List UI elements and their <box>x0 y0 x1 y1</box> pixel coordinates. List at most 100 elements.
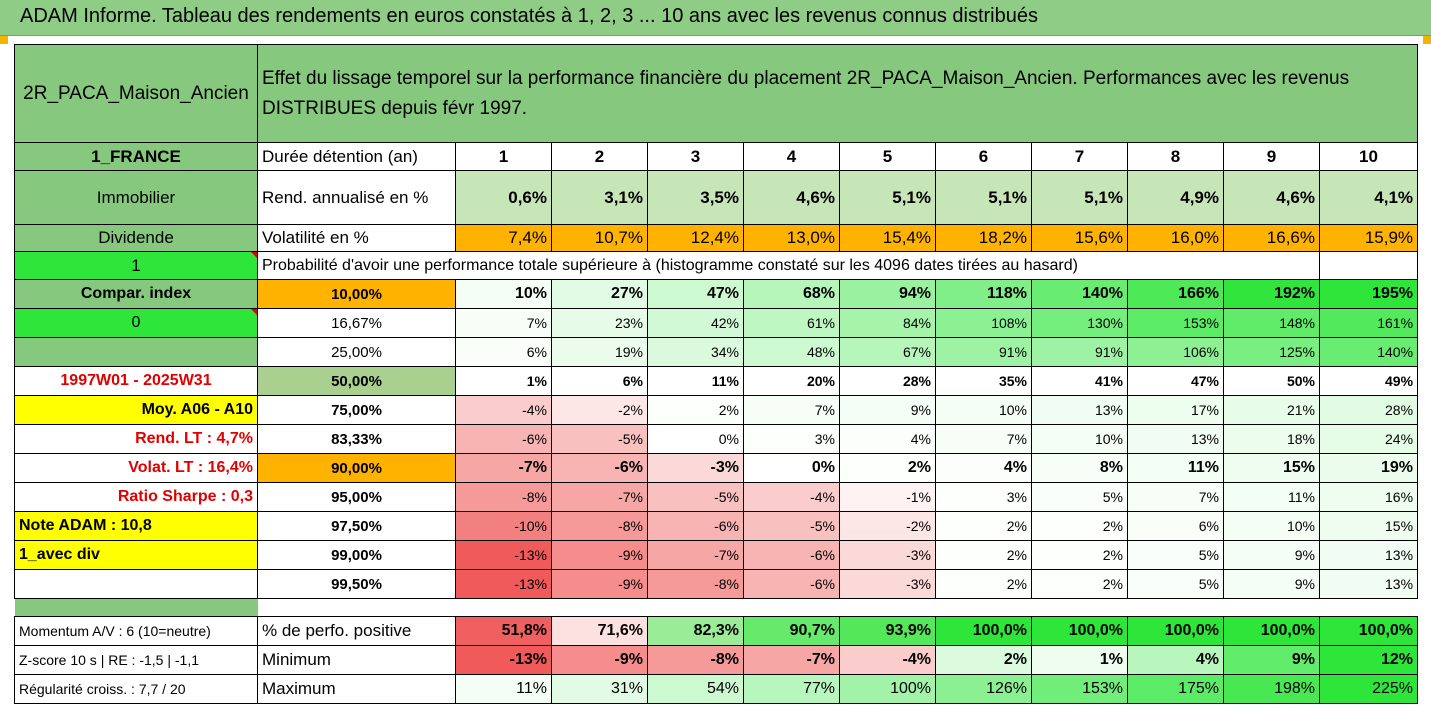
index-flag-one[interactable]: 1 <box>14 251 258 280</box>
quantile-cell: 2% <box>1031 569 1128 599</box>
quantile-cell: 130% <box>1031 308 1128 338</box>
quantile-cell: 19% <box>551 337 648 367</box>
year-header-4: 4 <box>743 142 840 171</box>
note-adam-label: Note ADAM : 10,8 <box>14 511 258 541</box>
years-label: Durée détention (an) <box>257 142 456 171</box>
quantile-cell: 7% <box>935 424 1032 454</box>
vol-value-3: 12,4% <box>647 224 744 252</box>
quantile-cell: 4% <box>935 453 1032 483</box>
stat-cell: 71,6% <box>551 616 648 646</box>
quantile-label-4: 75,00% <box>257 395 456 425</box>
quantile-cell: 3% <box>743 424 840 454</box>
quantile-cell: -6% <box>551 453 648 483</box>
quantile-cell: 6% <box>455 337 552 367</box>
rend-value-6: 5,1% <box>935 170 1032 225</box>
quantile-cell: 7% <box>743 395 840 425</box>
quantile-cell: -5% <box>647 482 744 512</box>
quantile-cell: 28% <box>839 366 936 396</box>
quantile-cell: 49% <box>1318 366 1419 396</box>
quantile-cell: 3% <box>935 482 1032 512</box>
index-flag-zero[interactable]: 0 <box>14 308 258 338</box>
quantile-cell: -5% <box>743 511 840 541</box>
quantile-cell: 47% <box>1127 366 1224 396</box>
dividend-label: Dividende <box>14 224 258 252</box>
report-title: ADAM Informe. Tableau des rendements en … <box>20 5 1038 27</box>
quantile-cell: 10% <box>1223 511 1320 541</box>
quantile-cell: 148% <box>1223 308 1320 338</box>
stat-cell: 198% <box>1223 674 1320 704</box>
year-header-6: 6 <box>935 142 1032 171</box>
quantile-cell: 41% <box>1031 366 1128 396</box>
quantile-cell: 13% <box>1318 540 1419 570</box>
stat-cell: -9% <box>551 645 648 675</box>
quantile-label-3: 50,00% <box>257 366 456 396</box>
quantile-cell: 48% <box>743 337 840 367</box>
quantile-cell: 19% <box>1318 453 1419 483</box>
quantile-cell: 5% <box>1031 482 1128 512</box>
quantile-cell: 118% <box>935 279 1032 309</box>
stat-cell: 126% <box>935 674 1032 704</box>
quantile-cell: 106% <box>1127 337 1224 367</box>
quantile-cell: 161% <box>1318 308 1419 338</box>
quantile-cell: 2% <box>1031 511 1128 541</box>
quantile-cell: -9% <box>551 540 648 570</box>
quantile-label-1: 16,67% <box>257 308 456 338</box>
quantile-cell: 13% <box>1031 395 1128 425</box>
stat-cell: 77% <box>743 674 840 704</box>
quantile-cell: -8% <box>455 482 552 512</box>
quantile-cell: 68% <box>743 279 840 309</box>
quantile-cell: 50% <box>1223 366 1320 396</box>
quantile-cell: 91% <box>935 337 1032 367</box>
stat-cell: 93,9% <box>839 616 936 646</box>
stat-left-label: Régularité croiss. : 7,7 / 20 <box>14 674 258 704</box>
quantile-cell: -3% <box>647 453 744 483</box>
quantile-cell: 9% <box>839 395 936 425</box>
quantile-cell: 47% <box>647 279 744 309</box>
compar-index-label: Compar. index <box>14 279 258 309</box>
quantile-label-5: 83,33% <box>257 424 456 454</box>
stat-cell: 2% <box>935 645 1032 675</box>
stat-cell: 12% <box>1318 645 1419 675</box>
quantile-cell: 61% <box>743 308 840 338</box>
quantile-cell: 6% <box>551 366 648 396</box>
quantile-cell: -6% <box>455 424 552 454</box>
quantile-cell: 2% <box>647 395 744 425</box>
vol-value-4: 13,0% <box>743 224 840 252</box>
country-label: 1_FRANCE <box>14 142 258 171</box>
stat-cell: 82,3% <box>647 616 744 646</box>
quantile-cell: 13% <box>1127 424 1224 454</box>
quantile-cell: 153% <box>1127 308 1224 338</box>
quantile-cell: 11% <box>1127 453 1224 483</box>
rend-value-4: 4,6% <box>743 170 840 225</box>
quantile-cell: 5% <box>1127 569 1224 599</box>
moy-label: Moy. A06 - A10 <box>14 395 258 425</box>
quantile-cell: 18% <box>1223 424 1320 454</box>
volat-lt-label: Volat. LT : 16,4% <box>14 453 258 483</box>
quantile-cell: -4% <box>743 482 840 512</box>
spacer-cell <box>14 598 258 617</box>
stat-cell: 100,0% <box>1127 616 1224 646</box>
vol-value-7: 15,6% <box>1031 224 1128 252</box>
quantile-cell: 7% <box>1127 482 1224 512</box>
vol-value-9: 16,6% <box>1223 224 1320 252</box>
rend-value-2: 3,1% <box>551 170 648 225</box>
quantile-cell: -2% <box>551 395 648 425</box>
quantile-cell: -8% <box>647 569 744 599</box>
quantile-cell: -6% <box>743 569 840 599</box>
stat-cell: 100,0% <box>1223 616 1320 646</box>
stat-label: % de perfo. positive <box>257 616 456 646</box>
vol-value-5: 15,4% <box>839 224 936 252</box>
quantile-cell: -1% <box>839 482 936 512</box>
quantile-label-10: 99,50% <box>257 569 456 599</box>
rend-label: Rend. annualisé en % <box>257 170 456 225</box>
title-bar: ADAM Informe. Tableau des rendements en … <box>0 0 1431 36</box>
quantile-cell: -7% <box>455 453 552 483</box>
year-header-8: 8 <box>1127 142 1224 171</box>
quantile-cell: 35% <box>935 366 1032 396</box>
stat-cell: 153% <box>1031 674 1128 704</box>
rend-lt-label: Rend. LT : 4,7% <box>14 424 258 454</box>
rend-value-3: 3,5% <box>647 170 744 225</box>
quantile-cell: -6% <box>647 511 744 541</box>
stat-cell: 100,0% <box>1318 616 1419 646</box>
empty-cell <box>14 569 258 599</box>
